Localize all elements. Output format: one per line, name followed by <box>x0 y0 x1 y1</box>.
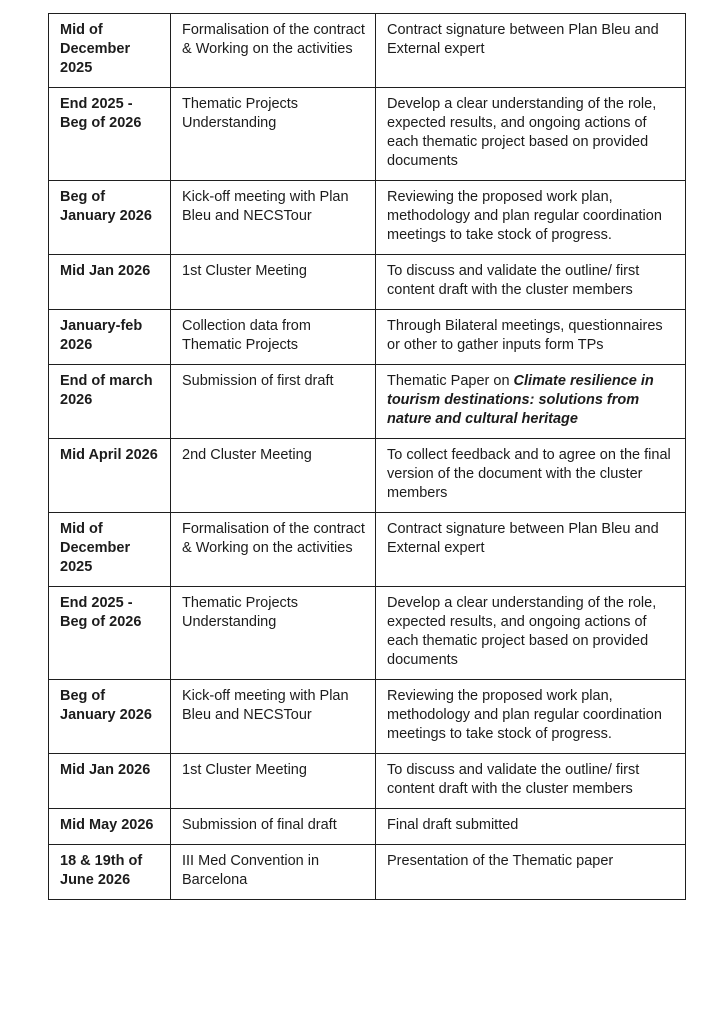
detail-cell: Through Bilateral meetings, questionnair… <box>375 309 686 365</box>
date-cell: Mid April 2026 <box>48 438 171 513</box>
date-cell: January-feb 2026 <box>48 309 171 365</box>
activity-cell: 1st Cluster Meeting <box>170 254 376 310</box>
date-cell: 18 & 19th of June 2026 <box>48 844 171 900</box>
detail-prefix: Thematic Paper on <box>387 373 514 389</box>
activity-cell: Thematic Projects Understanding <box>170 87 376 181</box>
table-row: End 2025 - Beg of 2026 Thematic Projects … <box>48 586 686 680</box>
detail-cell: Presentation of the Thematic paper <box>375 844 686 900</box>
activity-cell: 1st Cluster Meeting <box>170 753 376 809</box>
activity-cell: Thematic Projects Understanding <box>170 586 376 680</box>
date-cell: End of march 2026 <box>48 364 171 439</box>
date-cell: Beg of January 2026 <box>48 180 171 255</box>
schedule-table-body: Mid of December 2025 Formalisation of the… <box>48 13 686 900</box>
date-cell: Beg of January 2026 <box>48 679 171 754</box>
detail-cell: Reviewing the proposed work plan, method… <box>375 679 686 754</box>
detail-cell: Contract signature between Plan Bleu and… <box>375 512 686 587</box>
detail-emphasis: Climate resilience in tourism destinatio… <box>387 373 654 427</box>
detail-cell: To collect feedback and to agree on the … <box>375 438 686 513</box>
date-cell: Mid Jan 2026 <box>48 254 171 310</box>
date-cell: End 2025 - Beg of 2026 <box>48 586 171 680</box>
table-row: Mid April 2026 2nd Cluster Meeting To coll… <box>48 438 686 513</box>
table-row: Mid of December 2025 Formalisation of the… <box>48 512 686 587</box>
detail-cell: Develop a clear understanding of the rol… <box>375 586 686 680</box>
table-row: Beg of January 2026 Kick-off meeting with… <box>48 180 686 255</box>
table-row: Beg of January 2026 Kick-off meeting with… <box>48 679 686 754</box>
detail-cell: Final draft submitted <box>375 808 686 845</box>
detail-cell: Develop a clear understanding of the rol… <box>375 87 686 181</box>
detail-cell: To discuss and validate the outline/ fir… <box>375 254 686 310</box>
activity-cell: III Med Convention in Barcelona <box>170 844 376 900</box>
detail-cell: Thematic Paper on Climate resilience in … <box>375 364 686 439</box>
table-row: Mid Jan 2026 1st Cluster Meeting To discus… <box>48 753 686 809</box>
detail-cell: Reviewing the proposed work plan, method… <box>375 180 686 255</box>
date-cell: Mid May 2026 <box>48 808 171 845</box>
detail-cell: Contract signature between Plan Bleu and… <box>375 13 686 88</box>
table-row: January-feb 2026 Collection data from The… <box>48 309 686 365</box>
activity-cell: Submission of final draft <box>170 808 376 845</box>
table-row: End 2025 - Beg of 2026 Thematic Projects … <box>48 87 686 181</box>
activity-cell: Kick-off meeting with Plan Bleu and NECS… <box>170 180 376 255</box>
date-cell: Mid of December 2025 <box>48 13 171 88</box>
date-cell: Mid Jan 2026 <box>48 753 171 809</box>
activity-cell: Formalisation of the contract & Working … <box>170 13 376 88</box>
table-row: 18 & 19th of June 2026 III Med Convention… <box>48 844 686 900</box>
table-row: End of march 2026 Submission of first dra… <box>48 364 686 439</box>
table-row: Mid Jan 2026 1st Cluster Meeting To discus… <box>48 254 686 310</box>
activity-cell: Kick-off meeting with Plan Bleu and NECS… <box>170 679 376 754</box>
date-cell: End 2025 - Beg of 2026 <box>48 87 171 181</box>
table-row: Mid of December 2025 Formalisation of the… <box>48 13 686 88</box>
activity-cell: Submission of first draft <box>170 364 376 439</box>
schedule-table: Mid of December 2025 Formalisation of the… <box>48 13 686 900</box>
activity-cell: Collection data from Thematic Projects <box>170 309 376 365</box>
activity-cell: 2nd Cluster Meeting <box>170 438 376 513</box>
table-row: Mid May 2026 Submission of final draft Fin… <box>48 808 686 845</box>
activity-cell: Formalisation of the contract & Working … <box>170 512 376 587</box>
date-cell: Mid of December 2025 <box>48 512 171 587</box>
detail-cell: To discuss and validate the outline/ fir… <box>375 753 686 809</box>
